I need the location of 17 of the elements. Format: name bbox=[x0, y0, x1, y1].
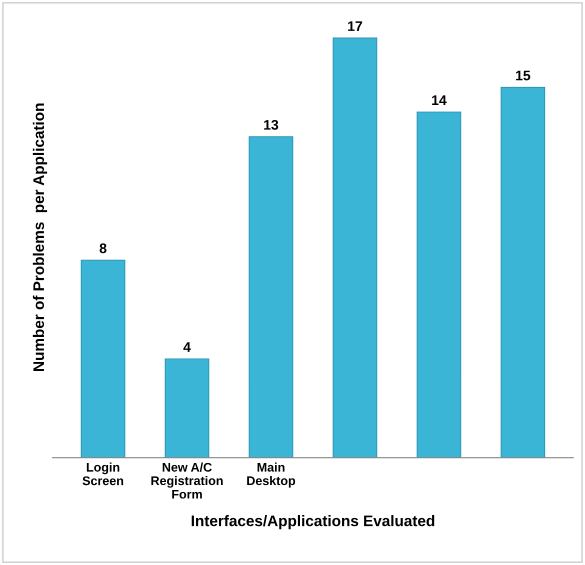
x-axis-title: Interfaces/Applications Evaluated bbox=[192, 515, 434, 530]
y-axis-title: Number of Problems per Application bbox=[32, 104, 48, 371]
data-label: 14 bbox=[432, 95, 447, 105]
x-tick-label: Login Screen bbox=[82, 462, 124, 486]
bar bbox=[416, 112, 462, 458]
data-label: 17 bbox=[348, 21, 362, 31]
bar bbox=[500, 86, 546, 458]
x-tick-label: New A/C Registration Form bbox=[151, 462, 223, 499]
bar bbox=[80, 260, 126, 458]
data-label: 13 bbox=[264, 120, 278, 130]
bar bbox=[164, 358, 210, 458]
data-label: 15 bbox=[516, 70, 530, 80]
data-label: 4 bbox=[183, 342, 191, 352]
x-tick-label: Main Desktop bbox=[247, 462, 296, 488]
bar bbox=[332, 38, 378, 458]
bar bbox=[248, 136, 294, 458]
data-label: 8 bbox=[100, 243, 106, 254]
